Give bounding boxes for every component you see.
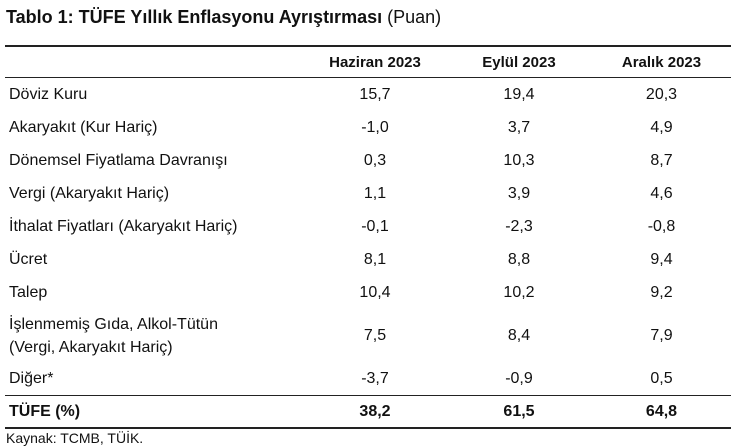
table-row: İthalat Fiyatları (Akaryakıt Hariç) -0,1 -… — [5, 210, 731, 243]
cell-value: 9,4 — [650, 250, 673, 268]
row-label: Ücret — [5, 243, 300, 276]
cell-value: 8,1 — [363, 250, 387, 268]
total-value: 64,8 — [645, 402, 678, 420]
row-label: İşlenmemiş Gıda, Alkol-Tütün (Vergi, Akar… — [5, 309, 300, 362]
row-label: Vergi (Akaryakıt Hariç) — [5, 177, 300, 210]
row-label: Döviz Kuru — [5, 78, 300, 112]
source: Kaynak: TCMB, TÜİK. — [6, 430, 144, 446]
header-cell: Aralık 2023 — [621, 53, 702, 71]
row-label: Talep — [5, 276, 300, 309]
cell-value: 19,4 — [503, 85, 535, 103]
cell-value: -0,8 — [647, 217, 676, 235]
table-row: Döviz Kuru 15,7 19,4 20,3 — [5, 78, 731, 112]
header-row: Haziran 2023 Eylül 2023 Aralık 2023 — [5, 46, 731, 78]
total-label: TÜFE (%) — [9, 402, 81, 420]
cell-value: 9,2 — [650, 283, 673, 301]
cell-value: -0,9 — [505, 369, 533, 387]
cell-value: 1,1 — [363, 184, 387, 202]
title: Tablo 1: TÜFE Yıllık Enflasyonu Ayrıştır… — [6, 7, 441, 28]
row-label-line: Dönemsel Fiyatlama Davranışı — [9, 151, 228, 169]
row-label: Akaryakıt (Kur Hariç) — [5, 111, 300, 144]
cell-value: -2,3 — [505, 217, 533, 235]
total-value: 61,5 — [503, 402, 535, 420]
cell-value: 3,7 — [507, 118, 531, 136]
cell-value: 0,5 — [650, 369, 673, 387]
cell-value: 10,3 — [503, 151, 535, 169]
table-row: Dönemsel Fiyatlama Davranışı 0,3 10,3 8,7 — [5, 144, 731, 177]
table-row: Talep 10,4 10,2 9,2 — [5, 276, 731, 309]
row-label: İthalat Fiyatları (Akaryakıt Hariç) — [5, 210, 300, 243]
cell-value: -3,7 — [361, 369, 389, 387]
row-label-line: (Vergi, Akaryakıt Hariç) — [9, 338, 173, 356]
table-row: Vergi (Akaryakıt Hariç) 1,1 3,9 4,6 — [5, 177, 731, 210]
row-label-line: Ücret — [9, 250, 48, 268]
row-label-line: Vergi (Akaryakıt Hariç) — [9, 184, 170, 202]
cell-value: 7,9 — [650, 327, 673, 344]
row-label-line: Talep — [9, 283, 48, 301]
cell-value: 8,4 — [507, 327, 531, 344]
cell-value: 20,3 — [645, 85, 678, 103]
table-row: İşlenmemiş Gıda, Alkol-Tütün (Vergi, Akar… — [5, 309, 731, 362]
cell-value: -1,0 — [361, 118, 389, 136]
row-label-line: İşlenmemiş Gıda, Alkol-Tütün — [9, 315, 218, 333]
total-value: 38,2 — [359, 402, 391, 420]
total-row: TÜFE (%) 38,2 61,5 64,8 — [5, 395, 731, 428]
cell-value: 10,4 — [359, 283, 391, 301]
cell-value: 4,6 — [650, 184, 673, 202]
cell-value: 3,9 — [507, 184, 531, 202]
title-unit: (Puan) — [387, 7, 442, 27]
table-row: Diğer* -3,7 -0,9 0,5 — [5, 362, 731, 396]
cell-value: 15,7 — [359, 85, 391, 103]
row-label: Diğer* — [5, 362, 300, 396]
row-label-line: İthalat Fiyatları (Akaryakıt Hariç) — [9, 217, 238, 235]
table-row: Ücret 8,1 8,8 9,4 — [5, 243, 731, 276]
row-label-line: Akaryakıt (Kur Hariç) — [9, 118, 158, 136]
cell-value: 8,8 — [507, 250, 531, 268]
header-cell: Haziran 2023 — [329, 53, 421, 71]
cell-value: 7,5 — [363, 327, 387, 344]
header-cell: Eylül 2023 — [482, 53, 556, 71]
table: Haziran 2023 Eylül 2023 Aralık 2023 Döviz … — [5, 45, 731, 429]
row-label-line: Diğer* — [9, 369, 54, 387]
cell-value: -0,1 — [361, 217, 389, 235]
table-row: Akaryakıt (Kur Hariç) -1,0 3,7 4,9 — [5, 111, 731, 144]
cell-value: 4,9 — [650, 118, 673, 136]
row-label-line: Döviz Kuru — [9, 85, 88, 103]
cell-value: 8,7 — [650, 151, 673, 169]
header-cell — [5, 46, 300, 78]
row-label: Dönemsel Fiyatlama Davranışı — [5, 144, 300, 177]
cell-value: 0,3 — [363, 151, 387, 169]
cell-value: 10,2 — [503, 283, 535, 301]
title-main: Tablo 1: TÜFE Yıllık Enflasyonu Ayrıştır… — [6, 7, 383, 27]
